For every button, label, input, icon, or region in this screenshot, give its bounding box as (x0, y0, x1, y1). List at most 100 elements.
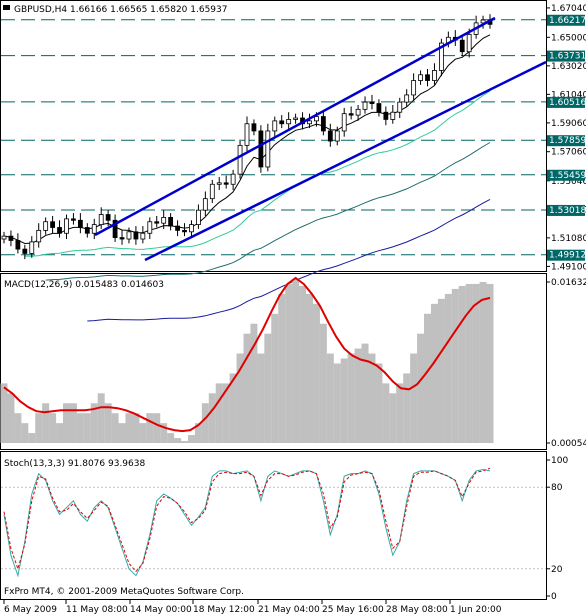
candle-body (64, 218, 69, 234)
candle-body (362, 101, 368, 110)
macd-histogram-bar (299, 285, 307, 444)
candle-body (432, 70, 437, 81)
candle-body (36, 229, 42, 243)
candle-body (480, 19, 486, 24)
candle-body (43, 221, 49, 231)
macd-histogram-bar (458, 285, 466, 444)
macd-histogram-bar (236, 353, 244, 444)
macd-histogram-bar (417, 333, 425, 444)
macd-histogram-bar (340, 358, 348, 444)
candle-body (154, 221, 160, 224)
candle-body (334, 130, 340, 142)
ma-slow-line (45, 142, 491, 281)
macd-histogram-bar (250, 323, 258, 444)
macd-histogram-bar (382, 383, 390, 444)
candle-body (77, 219, 83, 228)
macd-histogram-bar (76, 413, 84, 444)
macd-histogram-bar (187, 435, 195, 444)
candle-body (84, 227, 90, 234)
candle-body (293, 117, 299, 120)
level-label: 1.53018 (549, 206, 586, 216)
channel-upper-line[interactable] (94, 16, 496, 237)
candle-body (202, 198, 208, 211)
candle-body (307, 120, 312, 125)
candle-body (29, 241, 35, 254)
candle-body (57, 227, 62, 234)
macd-histogram-bar (104, 403, 112, 444)
level-label-bg (547, 96, 585, 108)
level-label-bg (547, 50, 585, 62)
macd-histogram-bar (312, 303, 320, 444)
macd-histogram-bar (49, 413, 57, 444)
candle-body (314, 116, 319, 122)
stoch-tick-label: 20 (551, 565, 563, 575)
candle-body (22, 248, 28, 254)
candle-body (161, 217, 167, 224)
macd-histogram-bar (215, 383, 223, 444)
candle-body (216, 182, 222, 185)
macd-histogram-bar (465, 283, 473, 444)
macd-histogram-bar (62, 403, 70, 444)
level-label-bg (547, 14, 585, 26)
candle-body (286, 119, 292, 125)
candle-body (459, 39, 465, 53)
macd-histogram-bar (347, 353, 355, 444)
macd-histogram-bar (28, 433, 36, 444)
candle-body (133, 231, 139, 240)
candle-body (404, 94, 410, 103)
candle-body (244, 123, 250, 146)
ma-mid-line (24, 90, 491, 257)
candle-body (168, 217, 174, 227)
price-tick-label: 1.55040 (551, 177, 586, 187)
candle-body (71, 218, 76, 221)
candle-body (50, 221, 55, 228)
candle-body (119, 237, 125, 240)
macd-histogram-bar (305, 293, 313, 444)
candle-body (209, 183, 215, 200)
macd-histogram-bar (111, 413, 119, 444)
candle-body (327, 130, 333, 142)
candle-body (182, 229, 187, 233)
macd-histogram-bar (56, 423, 64, 444)
macd-histogram-bar (472, 283, 480, 444)
stoch-panel[interactable] (0, 451, 547, 600)
macd-histogram-bar (0, 383, 8, 444)
level-label: 1.63731 (549, 52, 586, 62)
candle-body (320, 116, 326, 132)
macd-histogram-bar (90, 403, 98, 444)
macd-histogram-bar (201, 403, 209, 444)
candle-body (265, 130, 271, 168)
candle-body (237, 144, 243, 175)
macd-histogram-bar (181, 441, 189, 444)
macd-histogram-bar (167, 433, 175, 444)
candle-body (223, 182, 229, 185)
macd-histogram-bar (69, 403, 77, 444)
channel-lower-line[interactable] (144, 60, 547, 262)
macd-histogram-bar (14, 413, 22, 444)
macd-signal-line (3, 276, 491, 433)
macd-histogram-bar (160, 423, 168, 444)
macd-histogram-bar (7, 393, 15, 444)
level-label: 1.57859 (549, 136, 586, 146)
candle-body (390, 111, 396, 120)
level-label-bg (547, 169, 585, 181)
price-tick-label: 1.67040 (551, 4, 586, 14)
macd-histogram-bar (35, 413, 43, 444)
time-tick-label: 28 May 08:00 (386, 605, 448, 615)
macd-histogram-bar (264, 333, 272, 444)
macd-histogram-bar (97, 393, 105, 444)
time-tick-label: 14 May 00:00 (130, 605, 192, 615)
macd-title: MACD(12,26,9) 0.015483 0.014603 (4, 280, 164, 290)
macd-histogram-bar (479, 281, 487, 444)
macd-histogram-bar (361, 343, 369, 444)
macd-histogram-bar (396, 383, 404, 444)
candle-body (147, 221, 153, 234)
level-label-bg (547, 249, 585, 261)
macd-histogram-bar (222, 383, 230, 444)
macd-histogram-bar (292, 278, 300, 444)
candle-body (126, 231, 132, 240)
candle-body (112, 219, 118, 238)
candle-body (272, 120, 278, 132)
macd-histogram-bar (285, 283, 293, 444)
